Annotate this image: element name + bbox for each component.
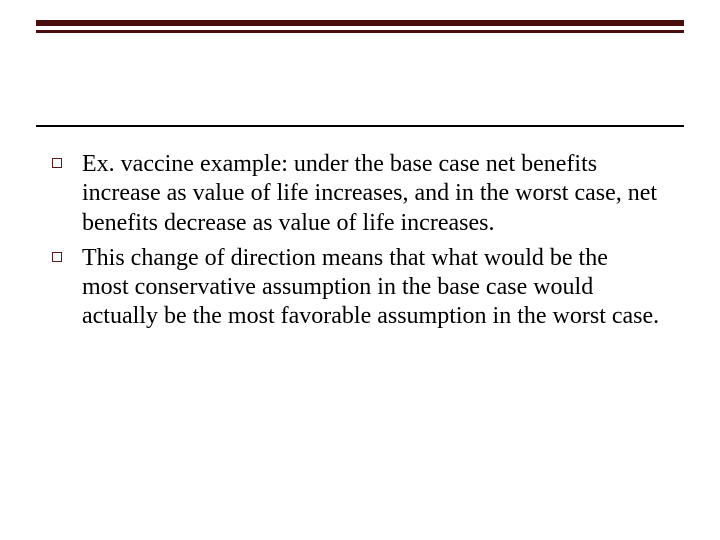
list-item: Ex. vaccine example: under the base case… <box>48 150 660 238</box>
header-rule-thin <box>36 30 684 33</box>
slide: Ex. vaccine example: under the base case… <box>0 0 720 540</box>
title-underline <box>36 125 684 127</box>
bullet-text: Ex. vaccine example: under the base case… <box>82 151 657 236</box>
bullet-text: This change of direction means that what… <box>82 245 659 330</box>
body-content: Ex. vaccine example: under the base case… <box>48 150 660 338</box>
list-item: This change of direction means that what… <box>48 244 660 332</box>
header-rule-thick <box>36 20 684 26</box>
bullet-list: Ex. vaccine example: under the base case… <box>48 150 660 332</box>
